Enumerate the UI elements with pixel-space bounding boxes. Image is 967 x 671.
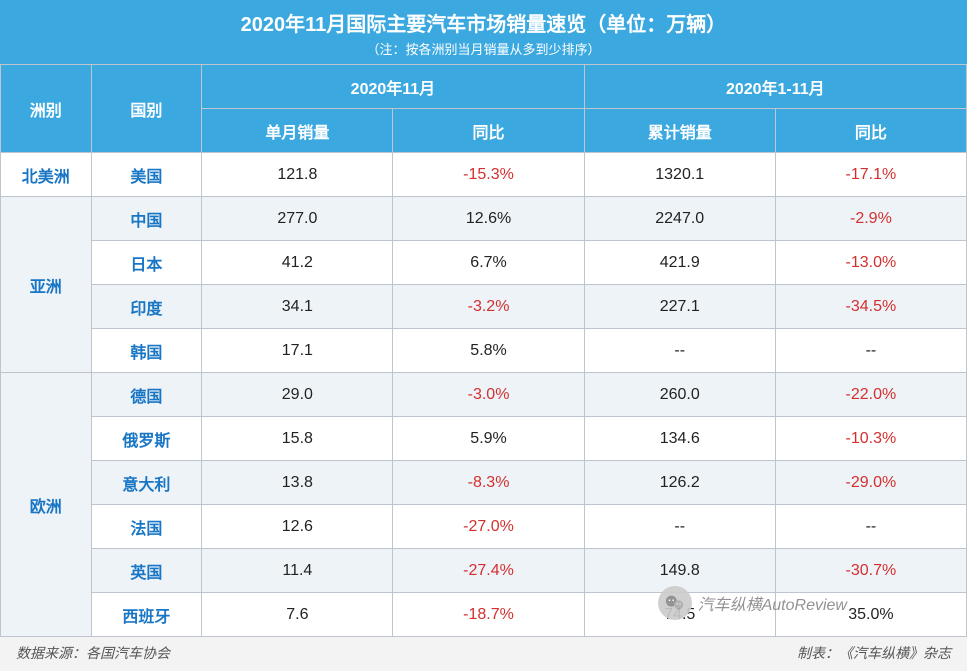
- table-row: 欧洲德国29.0-3.0%260.0-22.0%: [1, 373, 967, 417]
- cell-value: -27.4%: [393, 549, 584, 593]
- cell-value: 260.0: [584, 373, 775, 417]
- cell-value: 13.8: [202, 461, 393, 505]
- cell-value: 277.0: [202, 197, 393, 241]
- table-row: 北美洲美国121.8-15.3%1320.1-17.1%: [1, 153, 967, 197]
- footer-source: 数据来源：各国汽车协会: [16, 643, 170, 663]
- cell-value: 2247.0: [584, 197, 775, 241]
- cell-value: 227.1: [584, 285, 775, 329]
- cell-value: -3.0%: [393, 373, 584, 417]
- cell-value: --: [775, 329, 966, 373]
- cell-value: -13.0%: [775, 241, 966, 285]
- cell-value: 11.4: [202, 549, 393, 593]
- table-row: 韩国17.15.8%----: [1, 329, 967, 373]
- cell-value: 17.1: [202, 329, 393, 373]
- cell-country: 法国: [91, 505, 202, 549]
- table-row: 印度34.1-3.2%227.1-34.5%: [1, 285, 967, 329]
- title-main: 2020年11月国际主要汽车市场销量速览（单位：万辆）: [0, 8, 967, 37]
- cell-value: 134.6: [584, 417, 775, 461]
- cell-country: 意大利: [91, 461, 202, 505]
- th-cum-sales: 累计销量: [584, 109, 775, 153]
- cell-value: -2.9%: [775, 197, 966, 241]
- cell-value: -10.3%: [775, 417, 966, 461]
- th-month-sales: 单月销量: [202, 109, 393, 153]
- cell-value: 15.8: [202, 417, 393, 461]
- cell-country: 美国: [91, 153, 202, 197]
- sales-table-container: 2020年11月国际主要汽车市场销量速览（单位：万辆） （注：按各洲别当月销量从…: [0, 0, 967, 671]
- cell-value: -15.3%: [393, 153, 584, 197]
- cell-value: -8.3%: [393, 461, 584, 505]
- cell-value: -17.1%: [775, 153, 966, 197]
- th-month-yoy: 同比: [393, 109, 584, 153]
- cell-continent: 亚洲: [1, 197, 92, 373]
- th-period2: 2020年1-11月: [584, 65, 966, 109]
- th-period1: 2020年11月: [202, 65, 584, 109]
- sales-table: 洲别 国别 2020年11月 2020年1-11月 单月销量 同比 累计销量 同…: [0, 64, 967, 637]
- cell-value: 34.1: [202, 285, 393, 329]
- cell-value: -3.2%: [393, 285, 584, 329]
- cell-country: 印度: [91, 285, 202, 329]
- table-row: 亚洲中国277.012.6%2247.0-2.9%: [1, 197, 967, 241]
- th-continent: 洲别: [1, 65, 92, 153]
- table-row: 日本41.26.7%421.9-13.0%: [1, 241, 967, 285]
- footer-credit: 制表：《汽车纵横》杂志: [797, 643, 951, 663]
- cell-value: --: [584, 505, 775, 549]
- cell-value: -22.0%: [775, 373, 966, 417]
- table-row: 俄罗斯15.85.9%134.6-10.3%: [1, 417, 967, 461]
- cell-country: 德国: [91, 373, 202, 417]
- cell-continent: 欧洲: [1, 373, 92, 637]
- cell-value: 12.6%: [393, 197, 584, 241]
- cell-value: 121.8: [202, 153, 393, 197]
- cell-value: -18.7%: [393, 593, 584, 637]
- cell-value: 126.2: [584, 461, 775, 505]
- cell-value: 1320.1: [584, 153, 775, 197]
- table-row: 意大利13.8-8.3%126.2-29.0%: [1, 461, 967, 505]
- cell-value: 7.6: [202, 593, 393, 637]
- cell-country: 日本: [91, 241, 202, 285]
- cell-value: --: [775, 505, 966, 549]
- th-country: 国别: [91, 65, 202, 153]
- header-row-1: 洲别 国别 2020年11月 2020年1-11月: [1, 65, 967, 109]
- table-footer: 数据来源：各国汽车协会 制表：《汽车纵横》杂志: [0, 637, 967, 671]
- cell-value: 5.9%: [393, 417, 584, 461]
- cell-value: -29.0%: [775, 461, 966, 505]
- cell-country: 韩国: [91, 329, 202, 373]
- cell-value: 6.7%: [393, 241, 584, 285]
- th-cum-yoy: 同比: [775, 109, 966, 153]
- cell-country: 中国: [91, 197, 202, 241]
- cell-continent: 北美洲: [1, 153, 92, 197]
- watermark-text: 汽车纵横AutoReview: [698, 591, 847, 615]
- cell-country: 西班牙: [91, 593, 202, 637]
- table-row: 法国12.6-27.0%----: [1, 505, 967, 549]
- cell-country: 英国: [91, 549, 202, 593]
- cell-value: 12.6: [202, 505, 393, 549]
- cell-value: --: [584, 329, 775, 373]
- cell-value: 421.9: [584, 241, 775, 285]
- cell-value: 41.2: [202, 241, 393, 285]
- cell-value: 29.0: [202, 373, 393, 417]
- cell-country: 俄罗斯: [91, 417, 202, 461]
- wechat-icon: [658, 586, 692, 620]
- cell-value: 5.8%: [393, 329, 584, 373]
- wechat-watermark: 汽车纵横AutoReview: [658, 586, 847, 620]
- table-body: 北美洲美国121.8-15.3%1320.1-17.1%亚洲中国277.012.…: [1, 153, 967, 637]
- cell-value: -27.0%: [393, 505, 584, 549]
- title-sub: （注：按各洲别当月销量从多到少排序）: [0, 39, 967, 58]
- cell-value: -34.5%: [775, 285, 966, 329]
- title-bar: 2020年11月国际主要汽车市场销量速览（单位：万辆） （注：按各洲别当月销量从…: [0, 0, 967, 64]
